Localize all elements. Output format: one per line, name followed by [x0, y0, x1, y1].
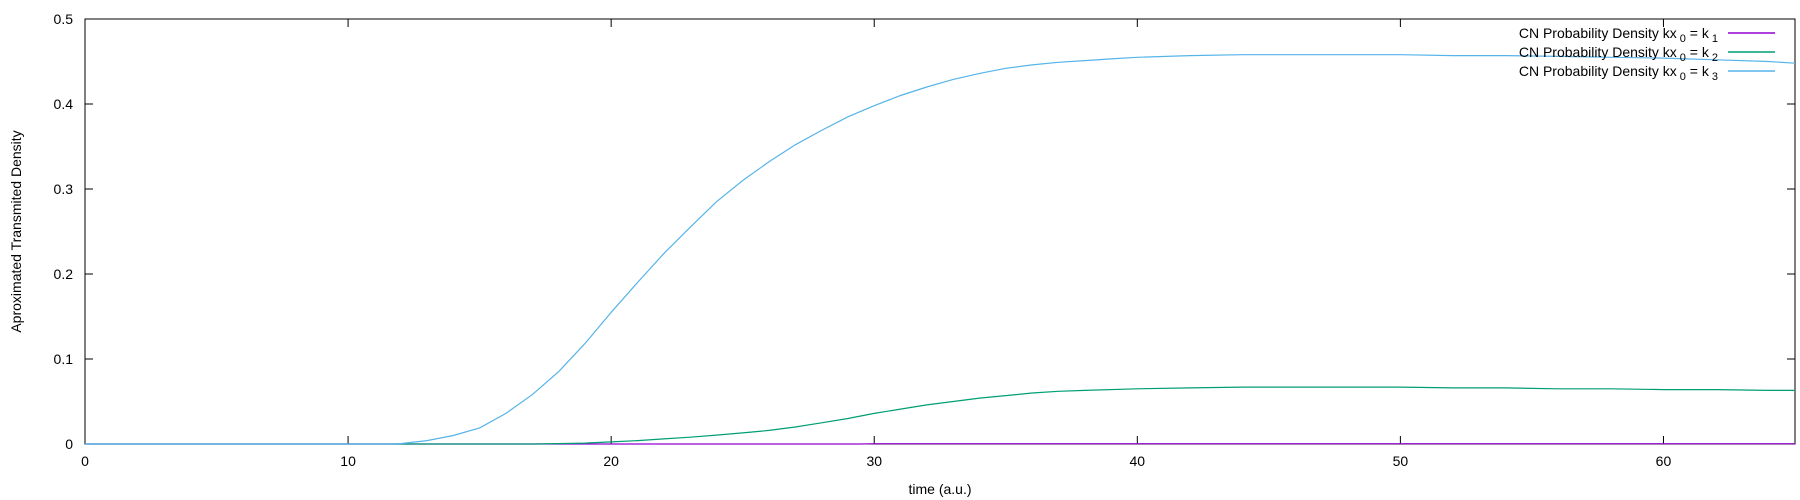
y-axis-label: Aproximated Transmited Density — [8, 130, 24, 332]
series-group — [85, 54, 1796, 445]
series-line-3 — [85, 54, 1796, 445]
x-tick-label: 10 — [340, 453, 356, 469]
y-tick-label: 0.2 — [54, 266, 74, 282]
y-tick-label: 0.4 — [54, 96, 74, 112]
legend: CN Probability Density kx 0 = k 1CN Probab… — [1519, 25, 1775, 83]
series-line-2 — [85, 386, 1795, 445]
x-tick-label: 30 — [866, 453, 882, 469]
y-tick-label: 0.3 — [54, 181, 74, 197]
x-tick-label: 50 — [1393, 453, 1409, 469]
x-tick-label: 0 — [81, 453, 89, 469]
x-axis-label: time (a.u.) — [908, 481, 971, 497]
x-tick-label: 20 — [603, 453, 619, 469]
y-tick-label: 0 — [65, 436, 73, 452]
y-tick-label: 0.5 — [54, 11, 74, 27]
x-tick-label: 40 — [1130, 453, 1146, 469]
y-tick-label: 0.1 — [54, 351, 74, 367]
x-tick-label: 60 — [1656, 453, 1672, 469]
